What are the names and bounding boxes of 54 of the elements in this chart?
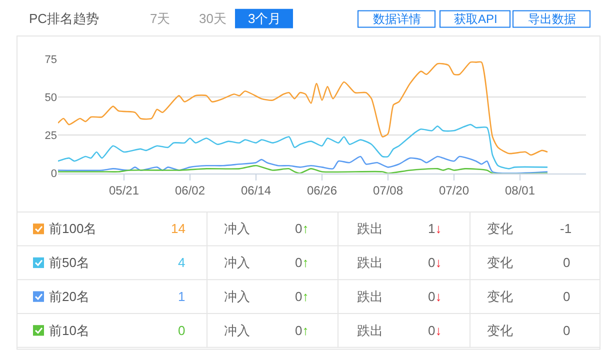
line-series xyxy=(58,165,548,174)
text: 0↑ xyxy=(295,289,309,304)
y-tick-label: 50 xyxy=(44,92,57,104)
text: 14 xyxy=(171,221,186,236)
text: 0↓ xyxy=(428,323,442,338)
x-tick-label: 07/08 xyxy=(372,184,404,198)
text: 0↑ xyxy=(295,221,309,236)
text: 0↑ xyxy=(295,323,309,338)
line-series xyxy=(58,156,548,174)
text: 0 xyxy=(178,323,186,338)
text: 变化 xyxy=(487,289,513,304)
chart-title: PC排名趋势 xyxy=(29,11,100,26)
text: 变化 xyxy=(487,323,513,338)
line-series xyxy=(58,61,548,156)
legend-label: 前50名 xyxy=(49,255,90,270)
text: 数据详情 xyxy=(373,12,421,26)
text: 30天 xyxy=(199,11,226,26)
text: 3个月 xyxy=(248,11,282,26)
text: 0 xyxy=(563,255,570,270)
x-tick-label: 06/14 xyxy=(240,184,272,198)
text: 0↓ xyxy=(428,255,442,270)
text: -1 xyxy=(560,221,572,236)
text: 冲入 xyxy=(224,323,250,338)
text: 0↓ xyxy=(428,289,442,304)
text: 跌出 xyxy=(357,289,383,304)
x-tick-label: 07/20 xyxy=(438,184,470,198)
text: 冲入 xyxy=(224,255,250,270)
legend-label: 前20名 xyxy=(49,289,90,304)
text: 跌出 xyxy=(357,221,383,236)
text: 0↑ xyxy=(295,255,309,270)
text: 跌出 xyxy=(357,255,383,270)
text: 变化 xyxy=(487,255,513,270)
y-tick-label: 75 xyxy=(44,54,57,66)
text: 4 xyxy=(178,255,186,270)
text: 0 xyxy=(563,323,570,338)
x-tick-label: 06/26 xyxy=(306,184,338,198)
text: 跌出 xyxy=(357,323,383,338)
text: 变化 xyxy=(487,221,513,236)
text: 冲入 xyxy=(224,289,250,304)
line-series xyxy=(58,124,548,170)
x-tick-label: 05/21 xyxy=(108,184,140,198)
text: 0 xyxy=(563,289,570,304)
text: 导出数据 xyxy=(528,12,576,26)
text: 冲入 xyxy=(224,221,250,236)
text: 1↓ xyxy=(428,221,442,236)
x-tick-label: 08/01 xyxy=(504,184,536,198)
y-tick-label: 25 xyxy=(44,130,57,142)
legend-label: 前10名 xyxy=(49,323,90,338)
text: 7天 xyxy=(150,11,170,26)
y-tick-label: 0 xyxy=(50,168,57,180)
x-tick-label: 06/02 xyxy=(174,184,206,198)
text: 获取API xyxy=(454,12,498,26)
text: 1 xyxy=(178,289,186,304)
legend-label: 前100名 xyxy=(49,221,97,236)
